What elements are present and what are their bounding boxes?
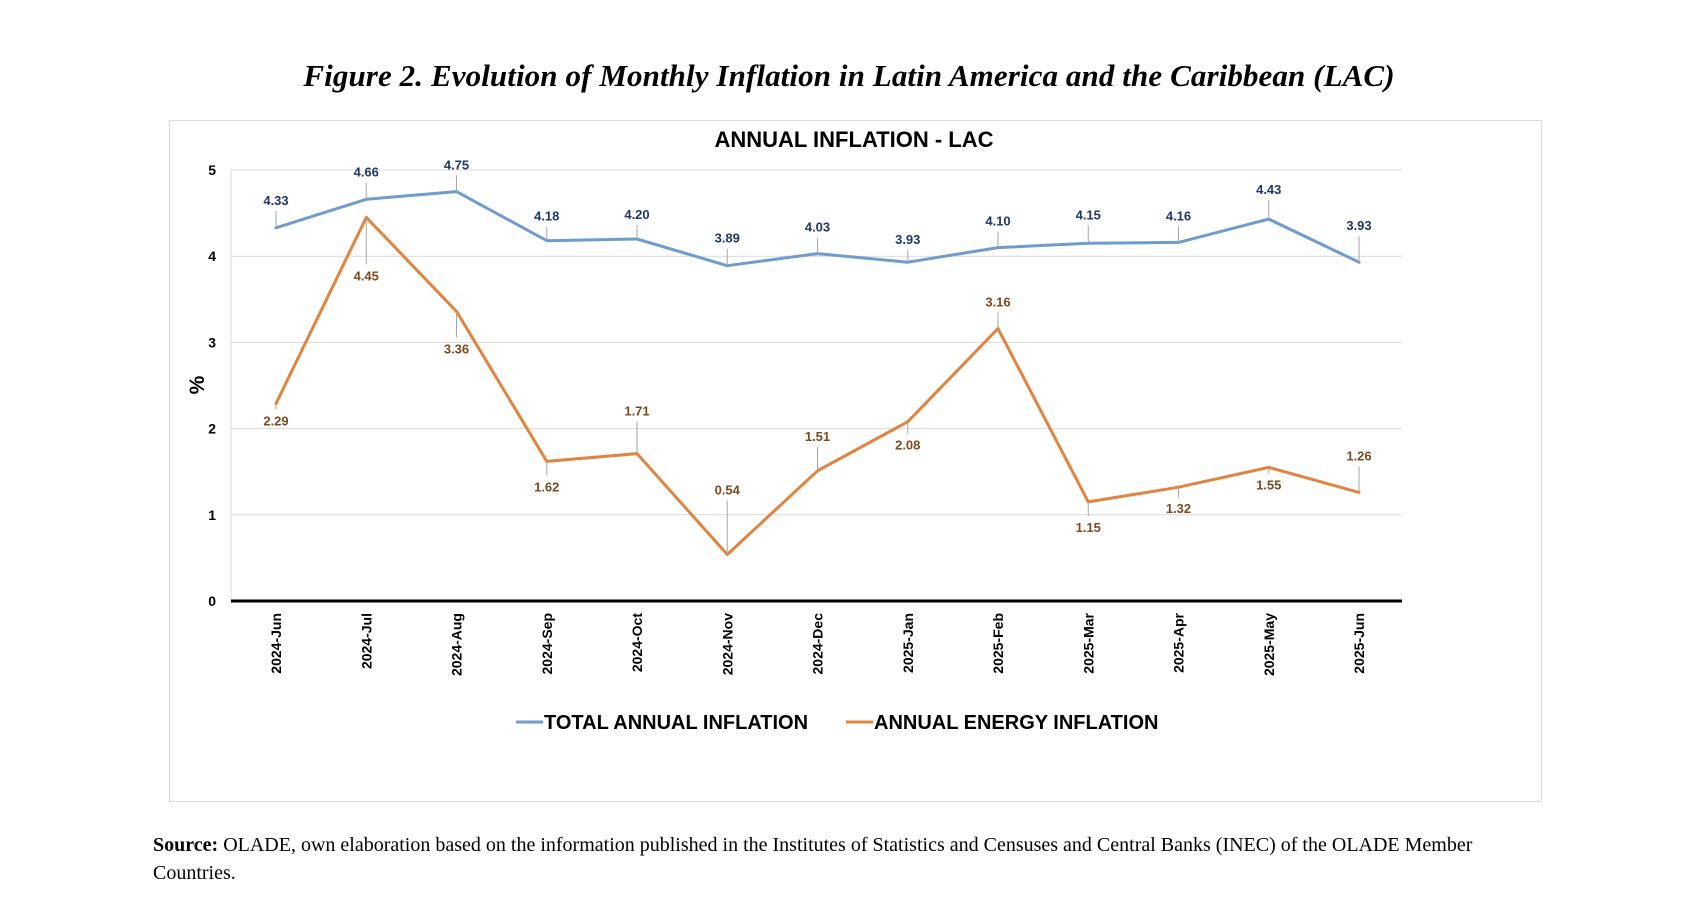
figure-title: Figure 2. Evolution of Monthly Inflation…	[303, 58, 1395, 93]
legend-label-energy: ANNUAL ENERGY INFLATION	[874, 712, 1158, 734]
data-label: 4.45	[354, 268, 379, 283]
x-tick-label: 2025-Jun	[1351, 613, 1367, 674]
data-label: 4.75	[444, 158, 469, 173]
x-tick-label: 2025-Feb	[990, 613, 1006, 674]
y-tick-label: 4	[208, 248, 216, 264]
data-labels: 4.33 4.66 4.75 4.18 4.20 3.89 4.03 3.93 4.10 4.15…	[263, 158, 1372, 555]
chart-title: ANNUAL INFLATION - LAC	[714, 127, 993, 152]
y-axis-ticks: 0 1 2 3 4 5	[208, 162, 216, 609]
chart-frame: ANNUAL INFLATION - LAC % 0 1 2 3 4 5 2024-Jun…	[169, 120, 1542, 802]
data-label: 3.36	[444, 341, 469, 356]
gridlines	[230, 169, 1402, 603]
data-label: 0.54	[715, 482, 741, 497]
data-label: 1.15	[1076, 520, 1101, 535]
data-point	[906, 260, 910, 264]
data-label: 1.55	[1256, 477, 1281, 492]
y-tick-label: 2	[208, 421, 216, 437]
x-tick-label: 2025-Apr	[1171, 612, 1187, 672]
data-label: 1.32	[1166, 501, 1191, 516]
data-label: 1.26	[1346, 448, 1371, 463]
y-tick-label: 0	[208, 593, 216, 609]
x-tick-label: 2024-Oct	[629, 613, 645, 672]
x-tick-label: 2024-Nov	[719, 613, 735, 675]
y-tick-label: 5	[208, 162, 216, 178]
data-label: 4.18	[534, 209, 559, 224]
x-tick-label: 2025-Mar	[1080, 612, 1096, 673]
data-label: 2.29	[263, 414, 288, 429]
data-label: 4.43	[1256, 182, 1281, 197]
data-label: 4.16	[1166, 208, 1191, 223]
y-axis-label: %	[186, 375, 209, 394]
source-text: OLADE, own elaboration based on the info…	[153, 834, 1473, 884]
legend-item-total: TOTAL ANNUAL INFLATION	[516, 712, 808, 734]
x-tick-label: 2024-Sep	[539, 613, 555, 674]
data-label: 4.03	[805, 220, 830, 235]
data-point	[725, 552, 729, 556]
data-label: 3.93	[1346, 218, 1371, 233]
data-label: 4.33	[263, 193, 288, 208]
data-label: 1.51	[805, 429, 830, 444]
legend-item-energy: ANNUAL ENERGY INFLATION	[846, 712, 1158, 734]
x-tick-label: 2024-Jul	[358, 613, 374, 669]
data-label: 4.15	[1076, 207, 1101, 222]
x-tick-label: 2024-Dec	[810, 613, 826, 675]
x-tick-label: 2024-Jun	[268, 613, 284, 674]
series-line-energy	[274, 215, 1361, 556]
x-axis-ticks: 2024-Jun 2024-Jul 2024-Aug 2024-Sep 2024-Oct…	[268, 612, 1367, 676]
source-label: Source:	[153, 834, 219, 856]
data-point	[455, 309, 458, 313]
data-label: 1.71	[624, 404, 649, 419]
y-tick-label: 3	[208, 334, 216, 350]
x-tick-label: 2024-Aug	[449, 613, 465, 676]
data-label: 4.66	[354, 164, 379, 179]
x-tick-label: 2025-Jan	[900, 613, 916, 673]
y-tick-label: 1	[208, 507, 216, 523]
legend: TOTAL ANNUAL INFLATION ANNUAL ENERGY INF…	[516, 712, 1158, 734]
data-point	[1357, 260, 1361, 264]
chart-svg: ANNUAL INFLATION - LAC % 0 1 2 3 4 5 2024-Jun…	[186, 127, 1402, 734]
data-label: 3.89	[715, 231, 740, 246]
data-label: 3.16	[985, 295, 1010, 310]
x-tick-label: 2025-May	[1261, 613, 1277, 676]
data-label: 3.93	[895, 232, 920, 247]
legend-label-total: TOTAL ANNUAL INFLATION	[544, 712, 808, 734]
data-label: 4.10	[985, 214, 1010, 229]
data-label: 1.62	[534, 479, 559, 494]
source-note: Source: OLADE, own elaboration based on …	[153, 831, 1553, 887]
data-label: 2.08	[895, 438, 920, 453]
data-label: 4.20	[624, 207, 649, 222]
